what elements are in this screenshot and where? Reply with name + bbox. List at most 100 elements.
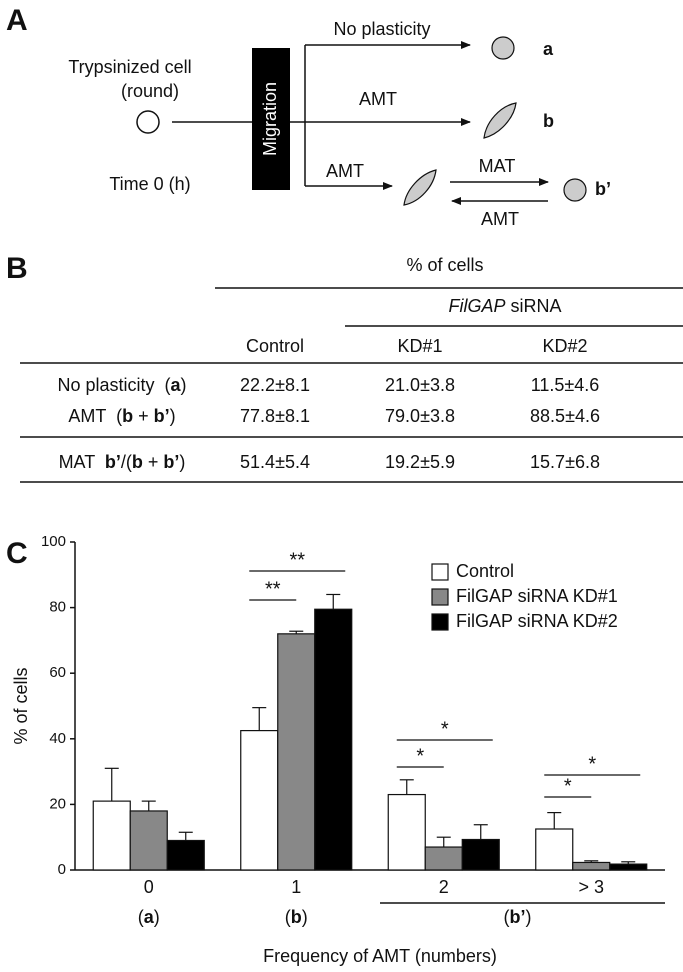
significance-mark: * [564,775,572,797]
column-header: Control [246,336,304,356]
significance-mark: ** [289,549,305,571]
table-cell: 77.8±8.1 [240,406,310,426]
bar [166,839,205,871]
y-tick-label: 80 [49,599,66,616]
label-part: MAT [59,452,105,472]
table-cell: 22.2±8.1 [240,375,310,395]
subheader-part: FilGAP [448,296,505,316]
outcome-label: b’ [595,179,611,199]
label-part: ( [285,907,291,927]
label: MAT b’/(b + b’) [59,452,186,472]
bar [277,633,316,871]
column-header: KD#2 [542,336,587,356]
x-tick-label: 0 [144,877,154,897]
label-part: ) [154,907,160,927]
label: (b’) [504,907,532,927]
panel-label: C [6,537,28,570]
label-part: AMT ( [68,406,122,426]
migration-box [252,48,290,190]
legend-label: FilGAP siRNA KD#2 [456,611,618,631]
arrow-label: AMT [481,209,519,229]
label-part: b [291,907,302,927]
bar [535,828,574,871]
bar [240,729,279,871]
bar [609,863,648,871]
label-part: a [171,375,182,395]
y-tick-label: 100 [41,533,66,550]
label-part: /( [121,452,132,472]
outcome-label: b [543,111,554,131]
label: AMT (b + b’) [68,406,175,426]
label: (a) [138,907,160,927]
x-tick-label: 1 [291,877,301,897]
legend-swatch [431,563,449,581]
label-part: b [132,452,143,472]
round-cell [491,36,515,60]
label-part: ) [181,375,187,395]
migration-text: Migration [260,82,280,156]
arrow-label: AMT [326,161,364,181]
significance-mark: * [416,745,424,767]
label-part: ) [179,452,185,472]
table-cell: 21.0±3.8 [385,375,455,395]
label-part: a [144,907,155,927]
arrow-label: MAT [479,156,516,176]
label-part: ) [526,907,532,927]
table-header: % of cells [406,255,483,275]
legend-label: Control [456,561,514,581]
label-part: No plasticity ( [57,375,170,395]
y-axis-label: % of cells [11,667,31,744]
x-axis-label: Frequency of AMT (numbers) [263,946,497,966]
label-part: b [122,406,133,426]
panel-label: A [6,4,28,37]
table-cell: 19.2±5.9 [385,452,455,472]
significance-mark: * [441,718,449,740]
x-tick-label: > 3 [578,877,604,897]
bar [92,800,131,871]
table-cell: 51.4±5.4 [240,452,310,472]
label-part: ( [504,907,510,927]
label-part: b’ [510,907,526,927]
elongated-cell [403,169,437,206]
bar [572,861,611,871]
label: (b) [285,907,308,927]
bar [314,608,353,871]
y-tick-label: 40 [49,730,66,747]
table: Control KD#1 KD#2 No plasticity (a) 22.2±8.1… [57,336,599,472]
cell-label: Trypsinized cell [68,57,191,77]
time-label: Time 0 (h) [109,174,190,194]
table-cell: 15.7±6.8 [530,452,600,472]
table-cell: 79.0±3.8 [385,406,455,426]
significance-mark: ** [265,578,281,600]
bar [129,810,168,871]
subheader-part: siRNA [506,296,562,316]
x-tick-label: 2 [439,877,449,897]
bar [461,838,500,871]
column-header: KD#1 [397,336,442,356]
label-part: ( [138,907,144,927]
bar [424,846,463,871]
label-part: ) [170,406,176,426]
legend-swatch [431,588,449,606]
table-cell: 88.5±4.6 [530,406,600,426]
panel-label: B [6,252,28,285]
arrow-label: No plasticity [333,19,430,39]
y-tick-label: 60 [49,664,66,681]
table-cell: 11.5±4.6 [531,375,600,395]
outcome-label: a [543,39,554,59]
elongated-cell [483,102,517,139]
round-cell [563,178,587,202]
y-tick-label: 20 [49,795,66,812]
y-tick-label: 0 [58,861,66,878]
cell-label: (round) [121,81,179,101]
label-part: ) [302,907,308,927]
label-part: + [133,406,154,426]
round-cell [136,110,160,134]
table-subheader: FilGAP siRNA [448,296,561,316]
significance-mark: * [588,753,596,775]
legend-swatch [431,613,449,631]
label-part: + [143,452,164,472]
label-part: b’ [105,452,121,472]
